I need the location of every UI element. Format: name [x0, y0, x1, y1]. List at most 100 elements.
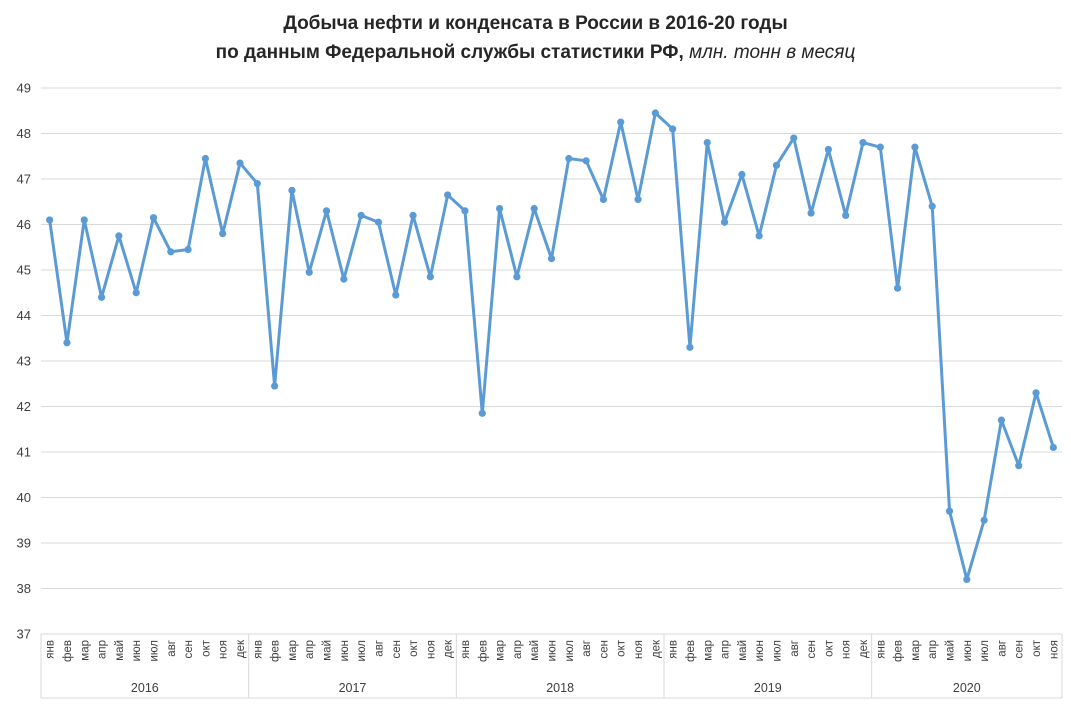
data-point-marker — [63, 339, 71, 347]
y-axis-tick-label: 45 — [17, 263, 31, 278]
x-axis-month-label: дек — [235, 639, 247, 658]
x-axis-month-label: дек — [858, 639, 870, 658]
data-point-marker — [253, 179, 261, 188]
x-axis-month-label: июн — [339, 640, 351, 661]
x-axis-month-label: фев — [685, 640, 697, 662]
x-axis-month-label: окт — [1031, 639, 1043, 657]
data-point-marker — [928, 202, 936, 210]
data-point-marker — [876, 143, 884, 151]
data-point-marker — [167, 248, 175, 256]
data-point-marker — [374, 218, 383, 226]
data-point-marker — [1032, 389, 1040, 397]
x-axis-month-label: авг — [789, 640, 801, 657]
data-point-marker — [322, 207, 331, 215]
x-axis-month-label: сен — [1014, 640, 1026, 659]
y-axis-tick-label: 48 — [17, 126, 31, 141]
y-axis-tick-label: 49 — [17, 81, 31, 96]
x-axis-year-label: 2019 — [754, 681, 782, 695]
x-axis-month-label: мар — [910, 640, 922, 661]
series-line — [48, 111, 1055, 581]
x-axis-month-label: авг — [373, 640, 385, 657]
x-axis-month-label: июл — [564, 640, 576, 662]
chart-title: Добыча нефти и конденсата в России в 201… — [0, 9, 1071, 67]
data-point-marker — [738, 170, 746, 179]
x-axis-month-label: янв — [252, 640, 264, 659]
x-axis-month-label: сен — [183, 640, 195, 659]
x-axis-month-label: фев — [477, 640, 489, 662]
x-axis-month-label: окт — [823, 639, 835, 657]
data-point-marker — [478, 409, 486, 417]
data-point-marker — [46, 216, 54, 224]
y-axis-tick-label: 39 — [17, 536, 31, 551]
data-point-marker — [409, 211, 417, 219]
data-point-marker — [495, 204, 504, 213]
data-point-marker — [842, 211, 850, 219]
y-axis-tick-label: 44 — [17, 308, 31, 323]
x-axis-month-label: мар — [702, 640, 714, 661]
x-axis-month-label: июн — [131, 640, 143, 661]
x-axis-month-label: мар — [79, 640, 91, 661]
x-axis-month-label: май — [114, 640, 126, 661]
data-point-marker — [686, 343, 694, 351]
x-axis-month-label: ноя — [633, 640, 645, 659]
data-point-marker — [669, 125, 677, 133]
data-point-marker — [547, 255, 556, 263]
x-axis-month-label: июл — [148, 640, 160, 662]
data-point-marker — [97, 293, 106, 301]
data-point-marker — [980, 516, 988, 524]
x-axis-month-label: ноя — [218, 640, 230, 659]
y-axis-tick-label: 47 — [17, 172, 31, 187]
y-axis-tick-label: 41 — [17, 445, 31, 460]
x-axis-month-label: янв — [875, 640, 887, 659]
y-axis-tick-label: 37 — [17, 627, 31, 642]
x-axis-month-label: ноя — [1048, 640, 1060, 659]
data-point-marker — [426, 273, 434, 281]
x-axis-year-label: 2018 — [546, 681, 574, 695]
y-axis-tick-label: 38 — [17, 581, 31, 596]
x-axis-month-label: окт — [200, 639, 212, 657]
x-axis-year-label: 2017 — [339, 681, 367, 695]
x-axis-month-label: фев — [62, 640, 74, 662]
x-axis-month-label: фев — [270, 640, 282, 662]
data-point-marker — [357, 211, 365, 219]
x-axis-month-label: фев — [893, 640, 905, 662]
data-point-marker — [634, 195, 642, 204]
data-point-marker — [288, 186, 296, 194]
x-axis-month-label: янв — [45, 640, 57, 659]
data-point-marker — [772, 161, 781, 169]
x-axis-month-label: сен — [598, 640, 610, 659]
data-point-marker — [790, 134, 798, 142]
data-point-marker — [530, 204, 538, 213]
data-point-marker — [115, 232, 123, 240]
data-point-marker — [236, 159, 244, 167]
data-point-marker — [824, 145, 832, 154]
data-point-marker — [565, 154, 573, 163]
data-point-marker — [392, 291, 400, 299]
x-axis-month-label: апр — [927, 640, 939, 659]
x-axis-month-label: сен — [806, 640, 818, 659]
x-axis-month-label: мар — [287, 640, 299, 661]
x-axis-month-label: дек — [650, 639, 662, 658]
data-point-marker — [755, 232, 763, 240]
x-axis-month-label: май — [945, 640, 957, 661]
x-axis-month-label: июн — [754, 640, 766, 661]
x-axis-month-label: ноя — [841, 640, 853, 659]
x-axis-month-label: июл — [356, 640, 368, 662]
x-axis-month-label: май — [737, 640, 749, 661]
data-point-marker — [513, 273, 521, 281]
data-point-marker — [651, 109, 659, 117]
x-axis-month-label: авг — [996, 640, 1008, 657]
y-axis-tick-label: 46 — [17, 217, 31, 232]
y-axis-tick-label: 40 — [17, 490, 31, 505]
x-axis-month-label: дек — [443, 639, 455, 658]
data-point-marker — [184, 245, 192, 254]
data-point-marker — [807, 209, 815, 217]
x-axis-month-label: апр — [720, 640, 732, 659]
data-point-marker — [582, 157, 590, 165]
x-axis-month-label: май — [529, 640, 541, 661]
x-axis-month-label: сен — [391, 640, 403, 659]
chart-title-line1: Добыча нефти и конденсата в России в 201… — [0, 9, 1071, 38]
x-axis-month-label: май — [322, 640, 334, 661]
x-axis-month-label: июн — [547, 640, 559, 661]
